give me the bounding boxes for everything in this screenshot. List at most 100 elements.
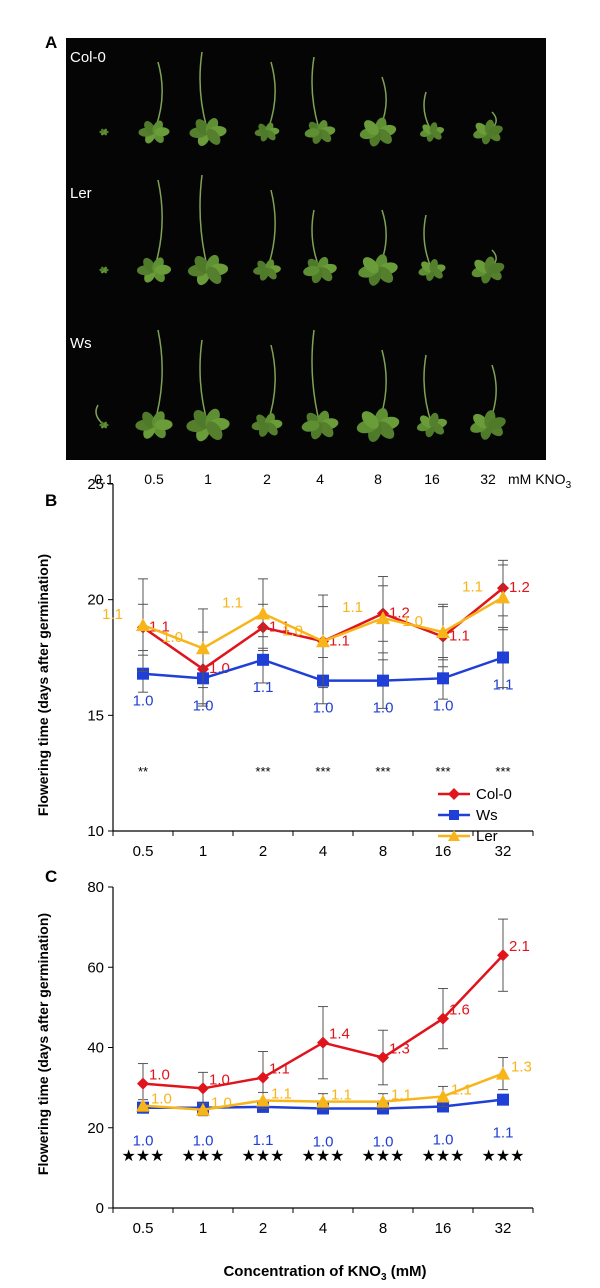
significance-mark: *** <box>435 764 450 779</box>
data-label-ler: 1.1 <box>462 578 483 595</box>
significance-mark: ★★★ <box>181 1148 224 1165</box>
marker-ler <box>376 611 390 625</box>
data-label-col0: 1.1 <box>269 1061 290 1078</box>
significance-mark: ★★★ <box>421 1148 464 1165</box>
data-label-ws: 1.0 <box>133 693 154 710</box>
marker-ws <box>497 1093 509 1106</box>
data-label-col0: 1.1 <box>449 628 470 645</box>
plant-leaf <box>473 413 489 429</box>
significance-mark: ★★★ <box>241 1148 284 1165</box>
chart-c-ylabel: Flowering time (days after germination) <box>35 913 51 1175</box>
significance-mark: *** <box>495 764 510 779</box>
x-tick-label: 0.5 <box>133 843 154 860</box>
data-label-ws: 1.1 <box>253 1132 274 1149</box>
x-tick-label: 32 <box>495 1220 512 1237</box>
panel-a-label: A <box>45 33 57 52</box>
x-tick-label: 4 <box>319 1220 327 1237</box>
plant-leaf <box>319 129 332 143</box>
plant-leaf <box>377 421 395 439</box>
plant-leaf <box>103 266 107 271</box>
plant-leaf <box>488 125 503 136</box>
data-label-ws: 1.0 <box>193 1133 214 1150</box>
data-label-ler: 1.0 <box>211 1095 232 1112</box>
photo-conc-label: 0.5 <box>144 471 164 487</box>
x-tick-label: 16 <box>435 1220 452 1237</box>
legend-marker-ler <box>448 830 460 841</box>
photo-row-label-ws: Ws <box>70 335 92 352</box>
plant-leaf <box>364 120 379 136</box>
data-label-ler: 1.0 <box>402 613 423 630</box>
y-tick-label: 20 <box>87 592 104 609</box>
data-label-col0: 1.2 <box>389 605 410 622</box>
data-label-ler: 1.1 <box>331 1087 352 1104</box>
y-tick-label: 25 <box>87 476 104 493</box>
plant-leaf <box>429 122 438 135</box>
marker-ler <box>376 1094 390 1108</box>
data-label-col0: 1.6 <box>449 1002 470 1019</box>
marker-col0 <box>377 1051 389 1064</box>
marker-ler <box>196 641 210 655</box>
data-label-ler: 1.1 <box>451 1081 472 1098</box>
photo-background <box>66 38 546 460</box>
data-label-ws: 1.1 <box>493 677 514 694</box>
data-label-ws: 1.0 <box>373 1133 394 1150</box>
marker-ws <box>257 653 269 666</box>
data-label-col0: 1.4 <box>329 1026 350 1043</box>
plant-leaf <box>377 266 394 283</box>
marker-ler <box>436 1089 450 1103</box>
plant-leaf <box>195 119 210 136</box>
significance-mark: ★★★ <box>121 1148 164 1165</box>
plant-leaf <box>259 267 269 281</box>
plant-leaf <box>103 128 107 133</box>
plant-leaf <box>419 415 433 428</box>
x-tick-label: 8 <box>379 1220 387 1237</box>
data-label-col0: 1.3 <box>389 1041 410 1058</box>
data-label-ler: 1.1 <box>271 1085 292 1102</box>
legend-label-ws: Ws <box>476 807 498 824</box>
marker-ws <box>497 651 509 664</box>
plant-leaf <box>421 261 433 273</box>
marker-ler <box>196 1102 210 1116</box>
significance-mark: *** <box>315 764 330 779</box>
x-tick-label: 1 <box>199 843 207 860</box>
data-label-col0: 2.1 <box>509 938 530 955</box>
marker-ler <box>256 606 270 620</box>
data-label-ws: 1.0 <box>373 700 394 717</box>
plant-leaf <box>266 422 278 436</box>
marker-col0 <box>437 1012 449 1025</box>
data-label-ler: 1.0 <box>151 1091 172 1108</box>
chart-b-legend: Col-0 Ws Ler <box>438 786 512 845</box>
legend-label-ler: Ler <box>476 828 498 845</box>
x-tick-label: 0.5 <box>133 1220 154 1237</box>
data-label-ler: 1.0 <box>162 629 183 646</box>
plant-leaf <box>206 421 223 441</box>
data-label-col0: 1.2 <box>509 579 530 596</box>
plant-leaf <box>258 422 270 437</box>
legend-marker-col0 <box>448 788 460 800</box>
plant-leaf <box>266 129 276 141</box>
plant-leaf <box>206 128 221 145</box>
significance-mark: *** <box>255 764 270 779</box>
significance-mark: ★★★ <box>301 1148 344 1165</box>
panel-b-label: B <box>45 491 57 510</box>
marker-ws <box>437 672 449 685</box>
plant-leaf <box>303 265 320 277</box>
chart-c-xlabel: Concentration of KNO3 (mM) <box>223 1263 426 1283</box>
significance-mark: ★★★ <box>361 1148 404 1165</box>
x-tick-label: 32 <box>495 843 512 860</box>
plant-leaf <box>319 267 333 282</box>
data-label-ler: 1.3 <box>511 1059 532 1076</box>
plant-leaf <box>362 257 379 274</box>
marker-ws <box>377 674 389 687</box>
photo-conc-label: 0.1 <box>94 471 114 487</box>
marker-ws <box>137 667 149 680</box>
photo-unit-label: mM KNO3 <box>508 471 572 491</box>
marker-ler <box>136 618 150 632</box>
significance-mark: ★★★ <box>481 1148 524 1165</box>
marker-col0 <box>497 949 509 962</box>
data-label-ler: 1.1 <box>222 595 243 612</box>
plant-leaf <box>429 259 438 273</box>
photo-conc-label: 32 <box>480 471 496 487</box>
plant-leaf <box>154 127 170 137</box>
